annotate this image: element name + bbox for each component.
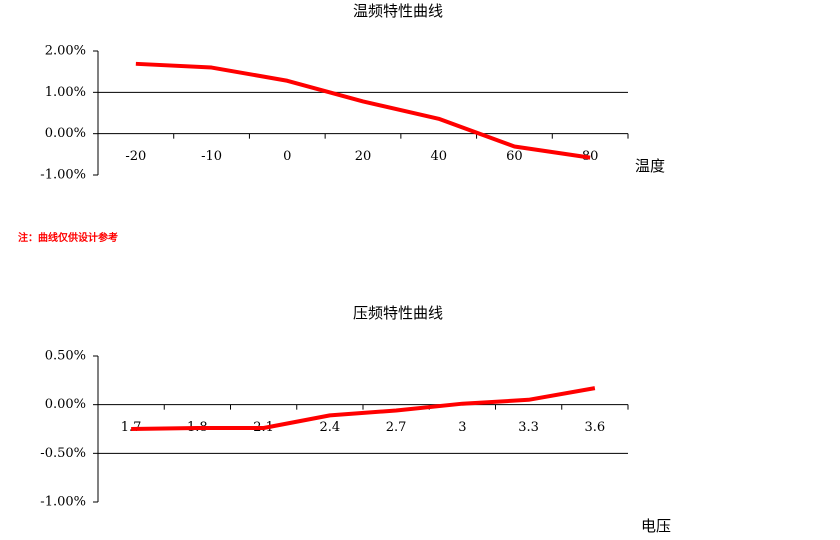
y-tick-label: -1.00% <box>40 168 86 183</box>
x-tick-label: 60 <box>506 149 523 164</box>
x-tick-label: 2.4 <box>320 420 341 435</box>
y-tick-label: 0.00% <box>45 126 86 141</box>
x-tick-label: 40 <box>430 149 447 164</box>
x-tick-label: 3.3 <box>518 420 539 435</box>
x-tick-label: 3.6 <box>585 420 606 435</box>
y-tick-label: 0.00% <box>45 397 86 412</box>
x-tick-label: -20 <box>125 149 146 164</box>
y-tick-label: -1.00% <box>40 495 86 510</box>
x-tick-label: -10 <box>201 149 222 164</box>
y-tick-label: 0.50% <box>45 349 86 364</box>
y-tick-label: -0.50% <box>40 446 86 461</box>
y-tick-label: 2.00% <box>45 44 86 59</box>
chart-title: 压频特性曲线 <box>353 304 443 322</box>
y-tick-label: 1.00% <box>45 85 86 100</box>
chart-title: 温频特性曲线 <box>353 2 443 20</box>
data-line <box>135 61 591 160</box>
note: 注：曲线仅供设计参考 <box>18 231 118 244</box>
x-tick-label: 20 <box>355 149 372 164</box>
data-line <box>131 386 596 431</box>
x-tick-label: 3 <box>458 420 466 435</box>
x-axis-label: 温度 <box>635 157 665 175</box>
x-tick-label: 2.7 <box>386 420 407 435</box>
x-axis-label: 电压 <box>641 517 671 535</box>
x-tick-label: 0 <box>283 149 291 164</box>
